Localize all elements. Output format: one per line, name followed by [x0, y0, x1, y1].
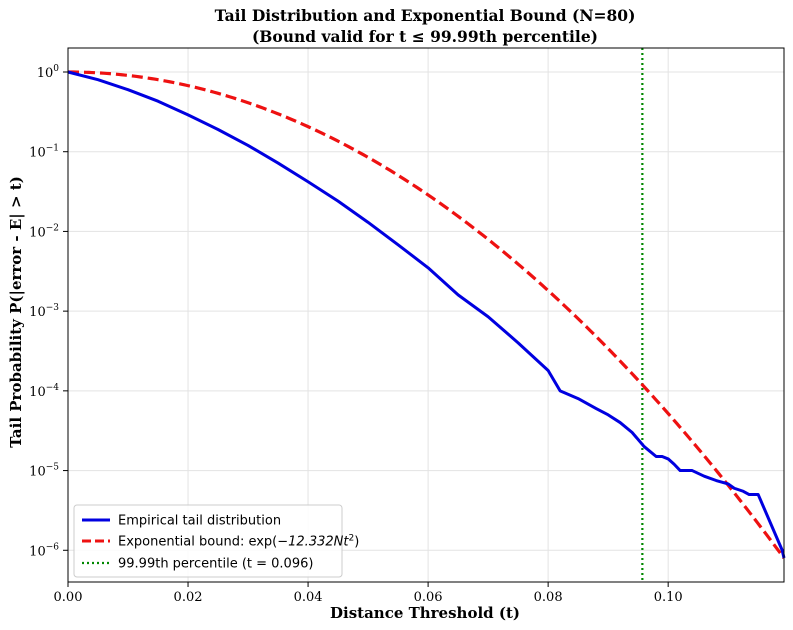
legend: Empirical tail distribution Exponential … — [73, 504, 359, 578]
y-tick-base: 10 — [29, 305, 46, 320]
x-tick-label: 0.06 — [414, 590, 443, 605]
y-tick-base: 10 — [37, 66, 54, 81]
x-tick-label: 0.08 — [534, 590, 563, 605]
legend-bound-prefix: Exponential bound: exp( — [118, 535, 277, 550]
y-tick-exponent: −6 — [46, 542, 60, 552]
y-tick-label: 10−6 — [29, 542, 59, 559]
y-tick-exponent: 0 — [53, 64, 59, 74]
x-tick-label: 0.00 — [54, 590, 83, 605]
plot-frame — [67, 47, 785, 583]
y-tick-exponent: −3 — [46, 303, 60, 313]
chart-subtitle: (Bound valid for t ≤ 99.99th percentile) — [252, 27, 598, 46]
y-tick-label: 10−3 — [29, 303, 59, 320]
legend-label-empirical: Empirical tail distribution — [118, 514, 281, 529]
y-tick-base: 10 — [29, 146, 46, 161]
legend-box — [73, 504, 343, 578]
y-tick-label: 10−1 — [29, 144, 59, 161]
legend-bound-suffix: ) — [354, 535, 359, 550]
y-tick-exponent: −4 — [46, 383, 60, 393]
legend-label-percentile: 99.99th percentile (t = 0.096) — [118, 557, 313, 572]
x-axis-label: Distance Threshold (t) — [330, 604, 520, 622]
y-tick-base: 10 — [29, 544, 46, 559]
x-tick-label: 0.04 — [294, 590, 323, 605]
x-tick-label: 0.02 — [174, 590, 203, 605]
legend-bound-sup: 2 — [348, 534, 354, 544]
y-tick-label: 10−2 — [29, 223, 59, 240]
y-tick-exponent: −1 — [46, 144, 59, 154]
legend-label-bound: Exponential bound: exp(−12.332Nt2) — [118, 534, 359, 550]
y-tick-base: 10 — [29, 385, 46, 400]
legend-bound-math: −12.332Nt — [277, 535, 349, 550]
exponential-bound-line — [68, 70, 786, 560]
y-tick-label: 100 — [37, 64, 60, 81]
series-layer — [67, 48, 786, 582]
y-tick-base: 10 — [29, 465, 46, 480]
y-tick-base: 10 — [29, 225, 46, 240]
chart-title: Tail Distribution and Exponential Bound … — [215, 6, 636, 25]
grid — [67, 48, 784, 582]
y-tick-exponent: −2 — [46, 223, 59, 233]
y-axis-label: Tail Probability P(|error - E| > t) — [7, 176, 25, 448]
y-tick-exponent: −5 — [46, 463, 60, 473]
x-axis-ticks: 0.00 0.02 0.04 0.06 0.08 0.10 — [54, 582, 683, 605]
empirical-tail-line — [67, 70, 786, 559]
x-tick-label: 0.10 — [654, 590, 683, 605]
y-tick-label: 10−5 — [29, 463, 59, 480]
y-tick-label: 10−4 — [29, 383, 59, 400]
